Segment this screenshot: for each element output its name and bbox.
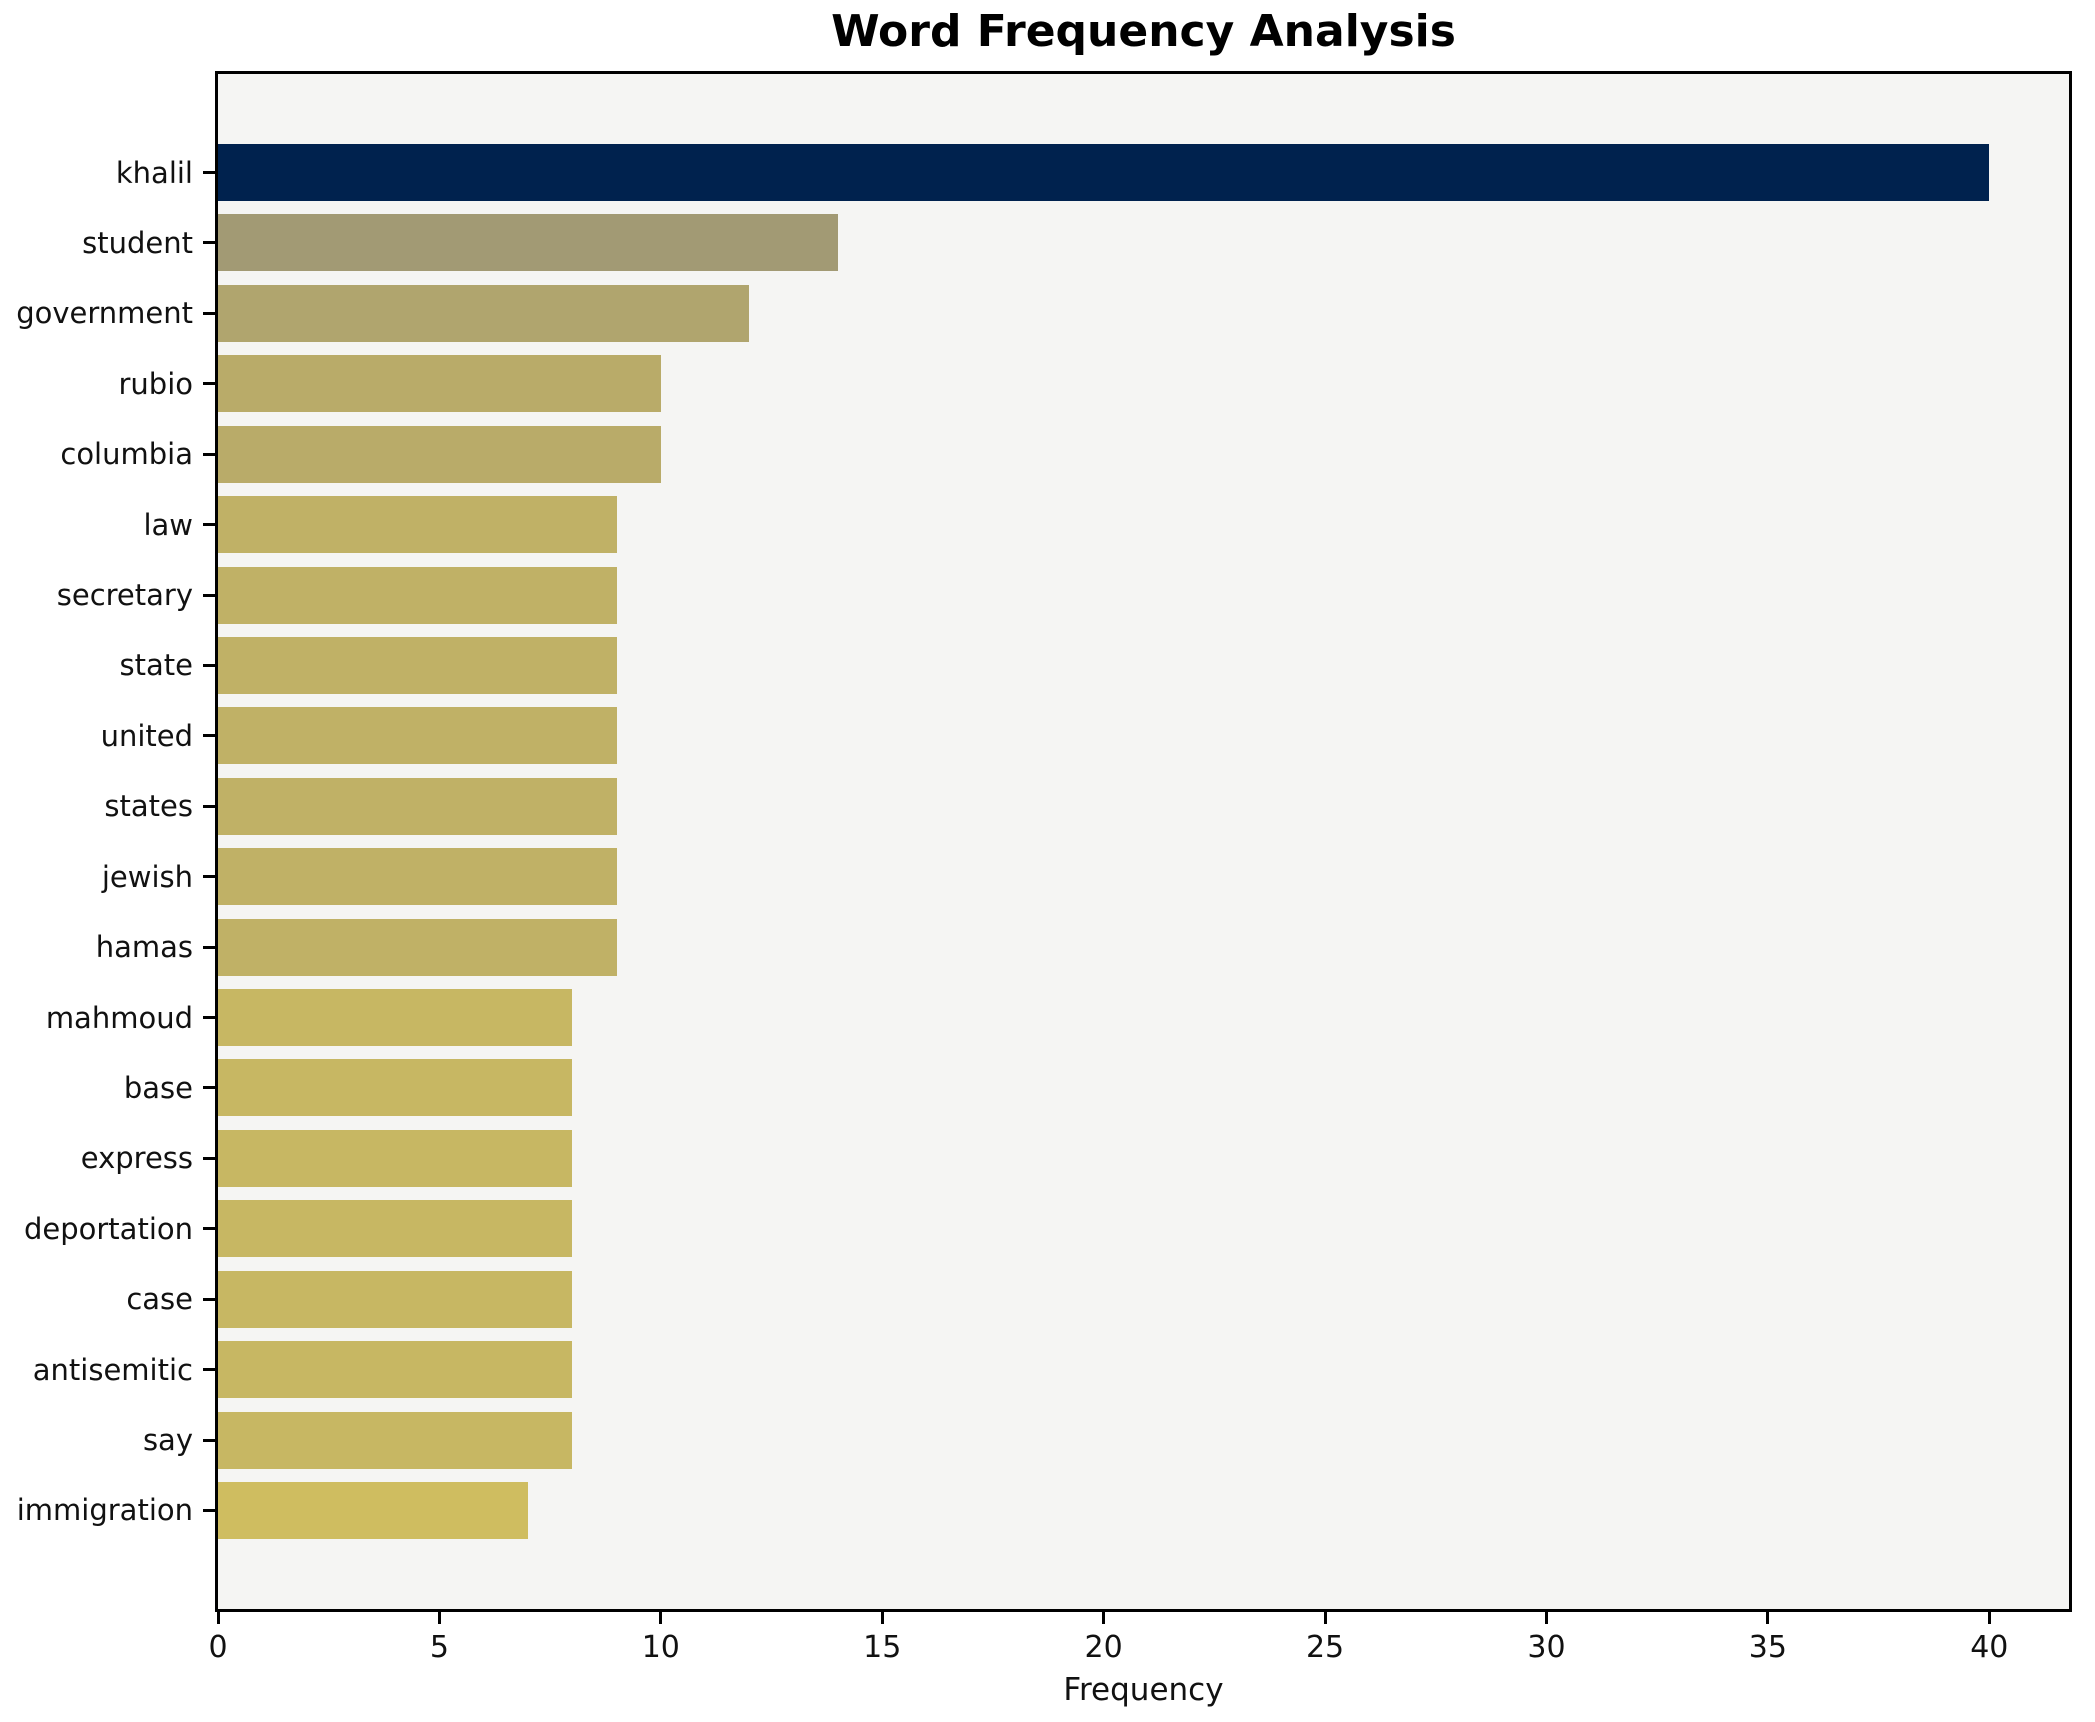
x-tick-mark (1323, 1612, 1327, 1624)
y-tick-mark (203, 1508, 215, 1512)
bar-mahmoud (218, 989, 573, 1047)
y-tick-mark (203, 663, 215, 667)
x-tick-label-20: 20 (1084, 1630, 1123, 1665)
x-tick-label-0: 0 (208, 1630, 228, 1665)
y-tick-mark (203, 523, 215, 527)
x-axis-label: Frequency (1063, 1672, 1224, 1708)
y-tick-label-hamas: hamas (95, 930, 193, 965)
y-tick-mark (203, 1016, 215, 1020)
bar-hamas (218, 918, 617, 976)
y-tick-mark (203, 311, 215, 315)
bar-antisemitic (218, 1341, 573, 1399)
y-tick-label-law: law (143, 507, 193, 542)
x-tick-mark (1766, 1612, 1770, 1624)
x-tick-mark (216, 1612, 220, 1624)
bar-united (218, 707, 617, 765)
y-tick-mark (203, 452, 215, 456)
x-tick-label-5: 5 (429, 1630, 449, 1665)
bar-government (218, 284, 750, 342)
y-tick-label-base: base (123, 1070, 193, 1105)
bar-student (218, 214, 838, 272)
chart-title: Word Frequency Analysis (831, 6, 1456, 57)
bar-state (218, 636, 617, 694)
x-tick-mark (659, 1612, 663, 1624)
y-tick-mark (203, 1086, 215, 1090)
x-tick-mark (437, 1612, 441, 1624)
y-tick-label-secretary: secretary (56, 578, 193, 613)
bar-case (218, 1270, 573, 1328)
y-tick-mark (203, 734, 215, 738)
y-tick-label-columbia: columbia (60, 437, 193, 472)
bar-deportation (218, 1200, 573, 1258)
y-tick-label-deportation: deportation (23, 1211, 193, 1246)
x-tick-mark (1544, 1612, 1548, 1624)
y-tick-label-government: government (16, 296, 193, 331)
bar-immigration (218, 1481, 528, 1539)
x-tick-label-15: 15 (863, 1630, 902, 1665)
y-tick-mark (203, 1438, 215, 1442)
y-tick-mark (203, 804, 215, 808)
y-tick-label-say: say (142, 1423, 193, 1457)
y-tick-mark (203, 875, 215, 879)
x-tick-label-10: 10 (641, 1630, 680, 1665)
x-tick-mark (1102, 1612, 1106, 1624)
y-tick-label-khalil: khalil (115, 155, 193, 190)
y-tick-label-united: united (100, 718, 193, 753)
bar-secretary (218, 566, 617, 624)
y-tick-mark (203, 945, 215, 949)
bar-say (218, 1411, 573, 1469)
plot-area (215, 71, 2072, 1612)
y-tick-label-mahmoud: mahmoud (45, 1000, 193, 1035)
bar-jewish (218, 848, 617, 906)
y-tick-mark (203, 1156, 215, 1160)
y-tick-mark (203, 1297, 215, 1301)
y-tick-label-state: state (119, 648, 193, 683)
y-tick-mark (203, 1368, 215, 1372)
y-tick-label-states: states (104, 789, 193, 824)
x-tick-mark (880, 1612, 884, 1624)
y-tick-label-student: student (82, 225, 193, 260)
y-tick-label-express: express (80, 1141, 193, 1176)
y-tick-mark (203, 382, 215, 386)
y-tick-mark (203, 593, 215, 597)
y-tick-label-case: case (126, 1282, 193, 1317)
y-tick-label-antisemitic: antisemitic (32, 1352, 193, 1387)
bar-states (218, 777, 617, 835)
x-tick-label-30: 30 (1527, 1630, 1566, 1665)
y-tick-mark (203, 241, 215, 245)
y-tick-mark (203, 171, 215, 175)
x-tick-mark (1987, 1612, 1991, 1624)
y-tick-mark (203, 1227, 215, 1231)
y-tick-label-immigration: immigration (16, 1493, 193, 1528)
bar-khalil (218, 144, 1990, 202)
bar-columbia (218, 425, 661, 483)
y-tick-label-jewish: jewish (101, 859, 193, 894)
bar-base (218, 1059, 573, 1117)
x-tick-label-40: 40 (1970, 1630, 2009, 1665)
x-tick-label-35: 35 (1748, 1630, 1787, 1665)
x-tick-label-25: 25 (1305, 1630, 1345, 1665)
bar-express (218, 1129, 573, 1187)
bar-rubio (218, 355, 661, 413)
bar-law (218, 496, 617, 554)
y-tick-label-rubio: rubio (118, 366, 193, 401)
